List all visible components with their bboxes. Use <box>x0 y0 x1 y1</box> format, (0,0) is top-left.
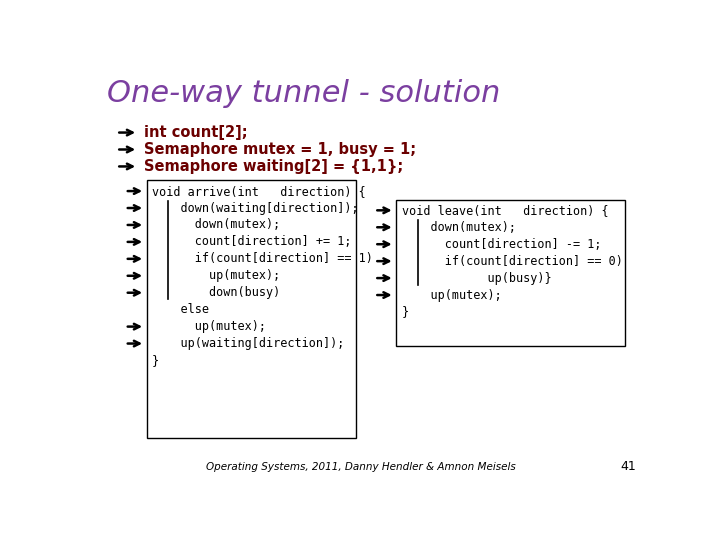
Bar <box>396 200 625 346</box>
Text: Semaphore waiting[2] = {1,1};: Semaphore waiting[2] = {1,1}; <box>144 159 403 174</box>
Text: down(mutex);: down(mutex); <box>402 221 516 234</box>
Text: }: } <box>402 306 409 319</box>
Text: down(waiting[direction]);: down(waiting[direction]); <box>152 201 359 214</box>
Text: down(busy): down(busy) <box>152 286 280 299</box>
Text: Semaphore mutex = 1, busy = 1;: Semaphore mutex = 1, busy = 1; <box>144 142 416 157</box>
Text: count[direction] -= 1;: count[direction] -= 1; <box>402 238 601 251</box>
Text: if(count[direction] == 0): if(count[direction] == 0) <box>402 255 622 268</box>
Text: count[direction] += 1;: count[direction] += 1; <box>152 235 351 248</box>
Text: up(waiting[direction]);: up(waiting[direction]); <box>152 337 344 350</box>
Text: }: } <box>152 354 159 367</box>
Text: void arrive(int   direction) {: void arrive(int direction) { <box>152 185 366 198</box>
Text: 41: 41 <box>621 460 636 473</box>
Text: void leave(int   direction) {: void leave(int direction) { <box>402 204 608 217</box>
Text: up(mutex);: up(mutex); <box>402 288 501 301</box>
Text: up(mutex);: up(mutex); <box>152 320 266 333</box>
Text: Operating Systems, 2011, Danny Hendler & Amnon Meisels: Operating Systems, 2011, Danny Hendler &… <box>207 462 516 472</box>
Text: down(mutex);: down(mutex); <box>152 219 280 232</box>
Text: else: else <box>152 303 209 316</box>
Bar <box>147 180 356 438</box>
Text: up(mutex);: up(mutex); <box>152 269 280 282</box>
Text: int count[2];: int count[2]; <box>144 125 248 140</box>
Text: One-way tunnel - solution: One-way tunnel - solution <box>107 79 500 107</box>
Text: if(count[direction] == 1): if(count[direction] == 1) <box>152 252 373 265</box>
Text: up(busy)}: up(busy)} <box>402 272 552 285</box>
